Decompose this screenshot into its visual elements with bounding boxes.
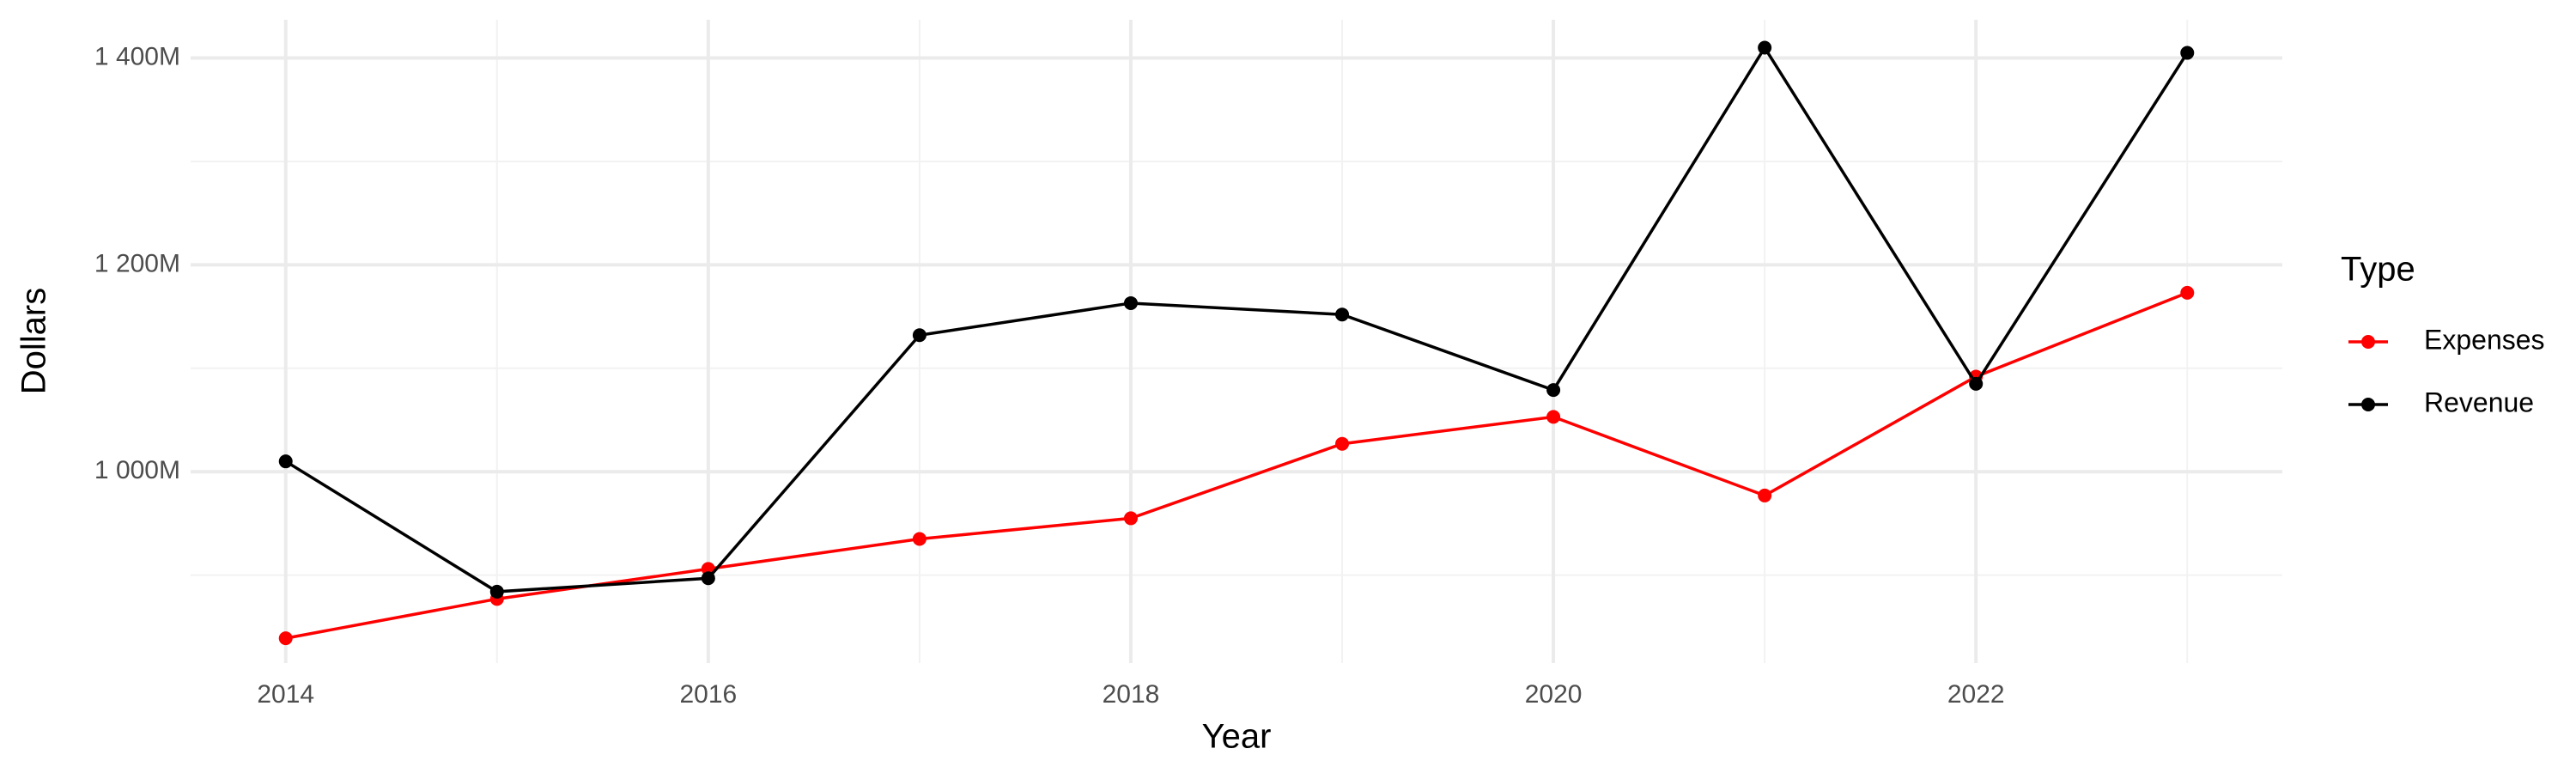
data-point — [2180, 46, 2195, 60]
x-tick-label: 2014 — [257, 680, 314, 709]
data-point — [1969, 376, 1984, 391]
series-line — [284, 45, 2189, 593]
data-point — [1335, 307, 1350, 322]
data-point — [1123, 511, 1138, 526]
y-tick-label: 1 000M — [94, 456, 180, 484]
y-axis-title: Dollars — [15, 288, 53, 394]
data-point — [1758, 488, 1772, 502]
x-tick-label: 2022 — [1947, 680, 2005, 709]
legend-key-point — [2361, 398, 2375, 411]
data-point — [912, 532, 927, 546]
data-point — [278, 631, 293, 646]
legend-label: Revenue — [2424, 386, 2534, 417]
data-point — [701, 571, 715, 586]
data-point — [278, 454, 293, 469]
data-point — [1123, 295, 1138, 310]
data-point — [1758, 40, 1772, 55]
x-tick-label: 2020 — [1525, 680, 1583, 709]
legend-key-point — [2361, 335, 2375, 349]
data-point — [1546, 410, 1561, 424]
data-point — [489, 584, 504, 599]
data-point — [2180, 285, 2195, 300]
legend-title: Type — [2341, 251, 2415, 289]
y-tick-label: 1 400M — [94, 42, 180, 70]
x-tick-label: 2018 — [1103, 680, 1160, 709]
y-tick-label: 1 200M — [94, 249, 180, 277]
data-point — [1335, 436, 1350, 451]
x-tick-label: 2016 — [679, 680, 737, 709]
data-point — [912, 328, 927, 343]
x-axis-title: Year — [1202, 718, 1272, 756]
data-point — [1546, 383, 1561, 398]
legend-label: Expenses — [2424, 324, 2545, 355]
